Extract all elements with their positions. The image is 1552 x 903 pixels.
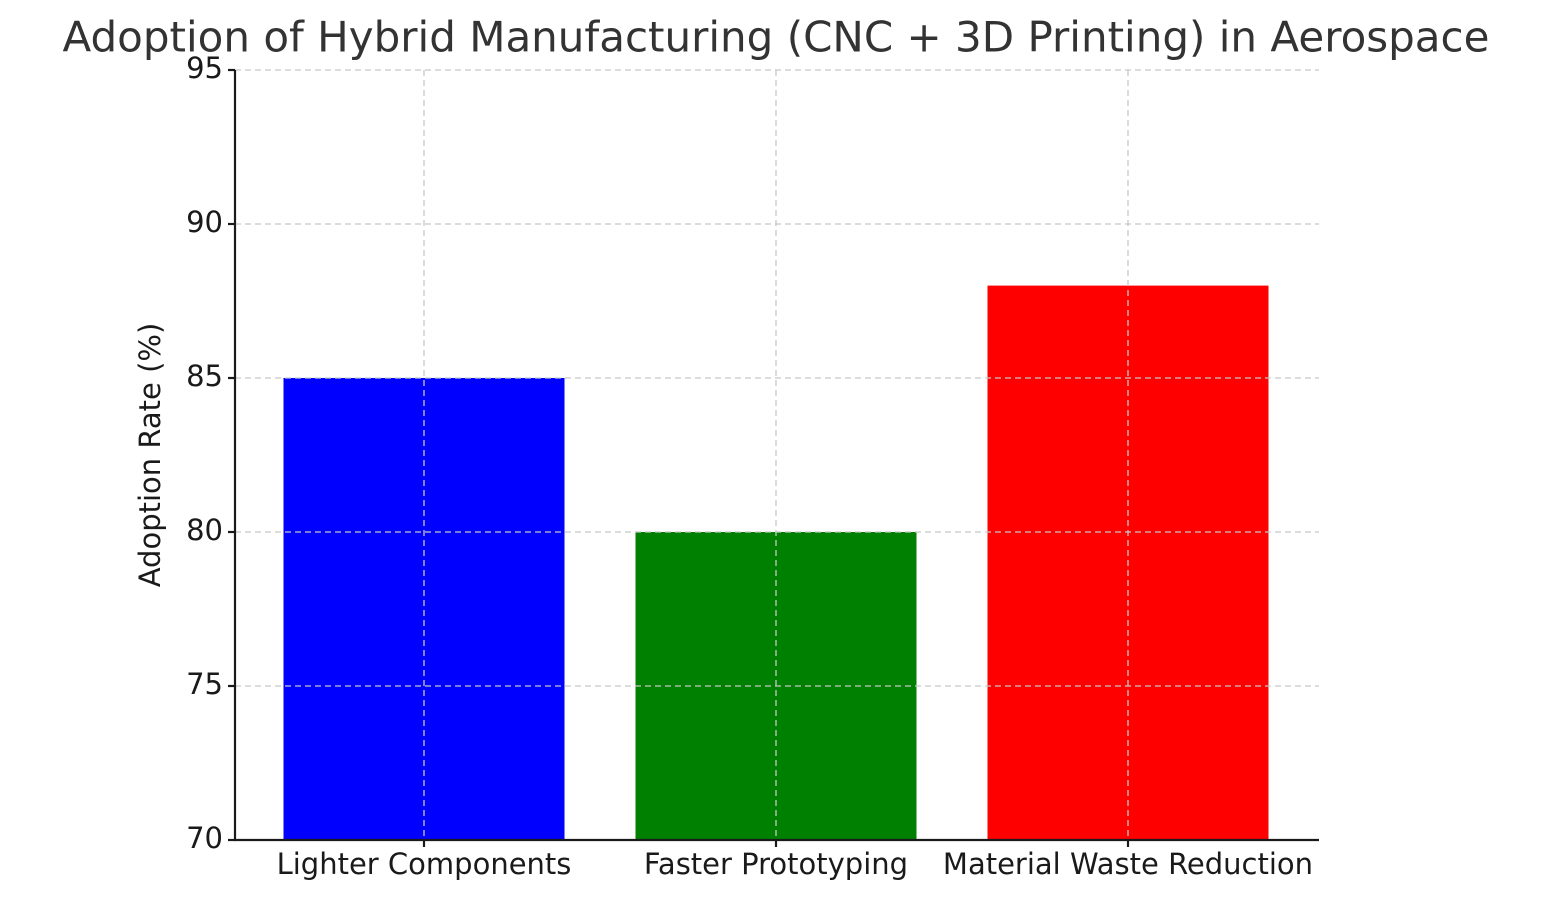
y-tick-label: 80 bbox=[186, 513, 223, 547]
x-tick-label: Lighter Components bbox=[277, 847, 572, 881]
y-tick-label: 95 bbox=[186, 51, 223, 85]
y-tick-label: 90 bbox=[186, 205, 223, 239]
y-tick-label: 70 bbox=[186, 821, 223, 855]
x-tick-label: Material Waste Reduction bbox=[943, 847, 1313, 881]
x-tick-label: Faster Prototyping bbox=[644, 847, 908, 881]
y-tick-label: 85 bbox=[186, 359, 223, 393]
y-tick-label: 75 bbox=[186, 667, 223, 701]
y-axis-label: Adoption Rate (%) bbox=[133, 323, 167, 588]
chart-title: Adoption of Hybrid Manufacturing (CNC + … bbox=[63, 13, 1490, 62]
